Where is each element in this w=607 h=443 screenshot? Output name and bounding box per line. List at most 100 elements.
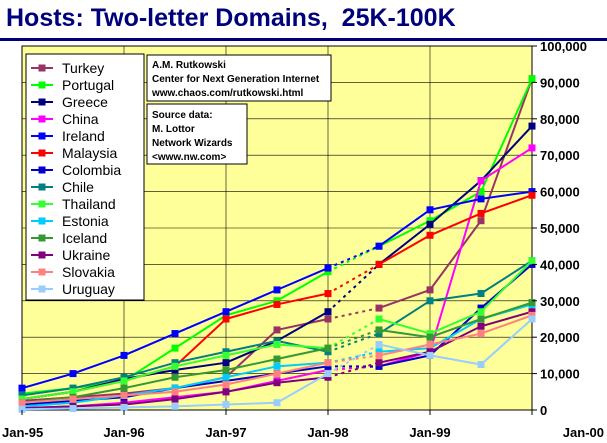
series-segment [327, 318, 380, 349]
series-segment [480, 318, 533, 366]
series-slovakia [18, 311, 536, 407]
data-point [171, 384, 179, 392]
data-point [273, 297, 281, 305]
series-segment [21, 399, 74, 406]
x-tick-label: Jan-96 [103, 425, 144, 440]
data-point [477, 308, 485, 316]
data-point [324, 370, 332, 378]
x-tick-label: Jan-00 [563, 425, 604, 440]
series-segment [378, 219, 431, 248]
series-segment [174, 314, 227, 349]
y-tick-label: 10,000 [540, 367, 580, 382]
series-segment [276, 361, 329, 375]
data-point [324, 290, 332, 298]
series-segment [276, 310, 329, 342]
x-axis: Jan-95 Jan-96 Jan-97 Jan-98 Jan-99 Jan-00 [2, 410, 604, 440]
y-tick-label: 30,000 [540, 294, 580, 309]
data-point [171, 388, 179, 396]
series-segment [378, 299, 431, 335]
data-point [426, 330, 434, 338]
source-box: Source data: M. Lottor Network Wizards <… [146, 103, 248, 165]
series-segment [327, 245, 380, 269]
source-line-2: M. Lottor [152, 124, 195, 135]
data-point [18, 399, 26, 407]
series-segment [378, 343, 431, 357]
data-point [426, 231, 434, 239]
legend-label: Slovakia [62, 264, 115, 280]
series-segment [21, 407, 74, 411]
data-point [426, 220, 434, 228]
series-segment [72, 394, 125, 401]
data-point [324, 344, 332, 352]
legend-items: TurkeyPortugalGreeceChinaIrelandMalaysia… [31, 60, 121, 297]
y-tick-label: 20,000 [540, 330, 580, 345]
series-segment [174, 318, 227, 368]
series-segment [276, 347, 329, 361]
series-segment [21, 398, 74, 404]
legend-marker [38, 268, 46, 276]
source-line-1: Source data: [152, 110, 213, 121]
series-segment [276, 270, 329, 302]
data-point [273, 355, 281, 363]
series-segment [174, 368, 227, 379]
data-point [426, 297, 434, 305]
data-point [477, 361, 485, 368]
data-point [171, 373, 179, 381]
x-tick-label: Jan-98 [307, 425, 348, 440]
legend-label: Thailand [62, 196, 116, 212]
data-point [273, 399, 281, 407]
data-point [375, 326, 383, 334]
series-segment [174, 383, 227, 393]
y-tick-label: 90,000 [540, 75, 580, 90]
data-point [273, 340, 281, 348]
series-segment [276, 267, 329, 291]
series-segment [480, 194, 533, 215]
y-axis: 0 10,000 20,000 30,000 40,000 50,000 60,000 70,… [532, 39, 587, 418]
data-point [324, 373, 332, 381]
data-point [222, 311, 230, 319]
legend-label: Greece [62, 94, 108, 110]
data-point [426, 344, 434, 352]
series-segment [21, 372, 74, 390]
data-point [324, 366, 332, 374]
data-point [528, 75, 536, 83]
series-segment [174, 390, 227, 401]
source-box-frame [146, 103, 248, 165]
series-segment [225, 339, 278, 353]
series-segment [429, 179, 482, 226]
y-tick-label: 100,000 [540, 39, 587, 54]
series-segment [378, 208, 431, 248]
series-segment [378, 354, 431, 368]
data-point [528, 311, 536, 319]
data-point [69, 395, 77, 403]
data-point [528, 144, 536, 152]
data-point [120, 377, 128, 385]
credit-box: A.M. Rutkowski Center for Next Generatio… [146, 54, 332, 102]
series-uruguay [18, 315, 536, 413]
data-point [171, 359, 179, 367]
data-point [69, 370, 77, 378]
data-point [528, 257, 536, 265]
data-point [375, 330, 383, 338]
series-segment [327, 307, 380, 320]
legend-marker [38, 200, 46, 208]
legend-label: China [62, 111, 99, 127]
data-point [69, 405, 77, 413]
data-point [222, 373, 230, 381]
data-point [426, 340, 434, 348]
legend-label: Chile [62, 179, 94, 195]
series-segment [123, 396, 176, 404]
data-point [171, 395, 179, 403]
series-segment [480, 147, 533, 182]
data-point [477, 209, 485, 217]
legend-label: Turkey [62, 60, 104, 76]
data-point [528, 308, 536, 316]
data-point [528, 315, 536, 323]
data-point [324, 359, 332, 367]
data-point [477, 322, 485, 330]
series-segment [72, 406, 125, 410]
series-segment [429, 212, 482, 237]
data-point [375, 242, 383, 250]
data-point [477, 304, 485, 312]
